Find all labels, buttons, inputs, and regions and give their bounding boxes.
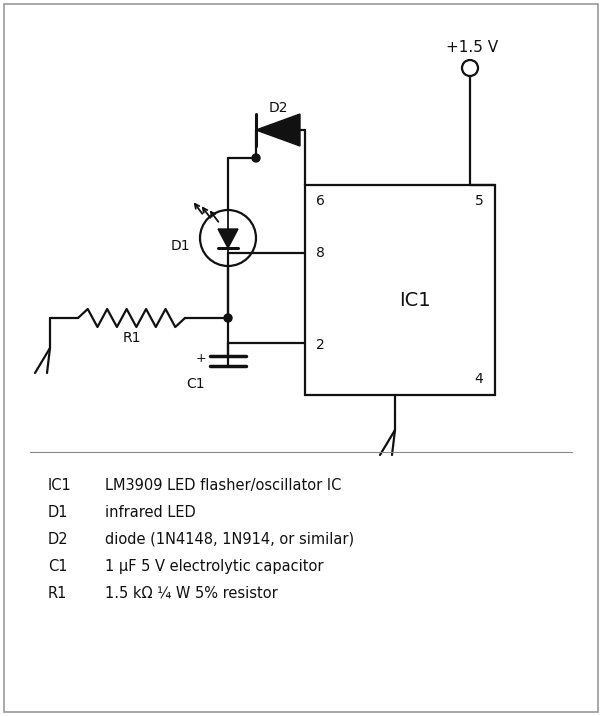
Text: +1.5 V: +1.5 V: [446, 41, 498, 56]
Text: C1: C1: [187, 377, 205, 391]
Text: 8: 8: [315, 246, 324, 260]
Text: 1 μF 5 V electrolytic capacitor: 1 μF 5 V electrolytic capacitor: [105, 559, 323, 574]
Text: 1.5 kΩ ¼ W 5% resistor: 1.5 kΩ ¼ W 5% resistor: [105, 586, 278, 601]
Text: diode (1N4148, 1N914, or similar): diode (1N4148, 1N914, or similar): [105, 532, 354, 547]
Text: +: +: [196, 352, 206, 364]
Text: LM3909 LED flasher/oscillator IC: LM3909 LED flasher/oscillator IC: [105, 478, 341, 493]
Text: infrared LED: infrared LED: [105, 505, 196, 520]
Text: 6: 6: [315, 194, 324, 208]
Circle shape: [224, 314, 232, 322]
Text: 4: 4: [474, 372, 483, 386]
Circle shape: [462, 60, 478, 76]
Text: D1: D1: [48, 505, 69, 520]
Text: R1: R1: [122, 331, 141, 345]
Text: R1: R1: [48, 586, 67, 601]
Text: IC1: IC1: [48, 478, 72, 493]
Circle shape: [252, 154, 260, 162]
Text: IC1: IC1: [399, 291, 431, 310]
Text: D2: D2: [48, 532, 69, 547]
Text: C1: C1: [48, 559, 67, 574]
Circle shape: [200, 210, 256, 266]
Polygon shape: [256, 114, 300, 146]
Text: 2: 2: [315, 338, 324, 352]
Text: D1: D1: [170, 239, 190, 253]
Text: D2: D2: [268, 101, 288, 115]
Polygon shape: [218, 229, 238, 248]
Text: 5: 5: [474, 194, 483, 208]
Bar: [305, 185, 495, 395]
